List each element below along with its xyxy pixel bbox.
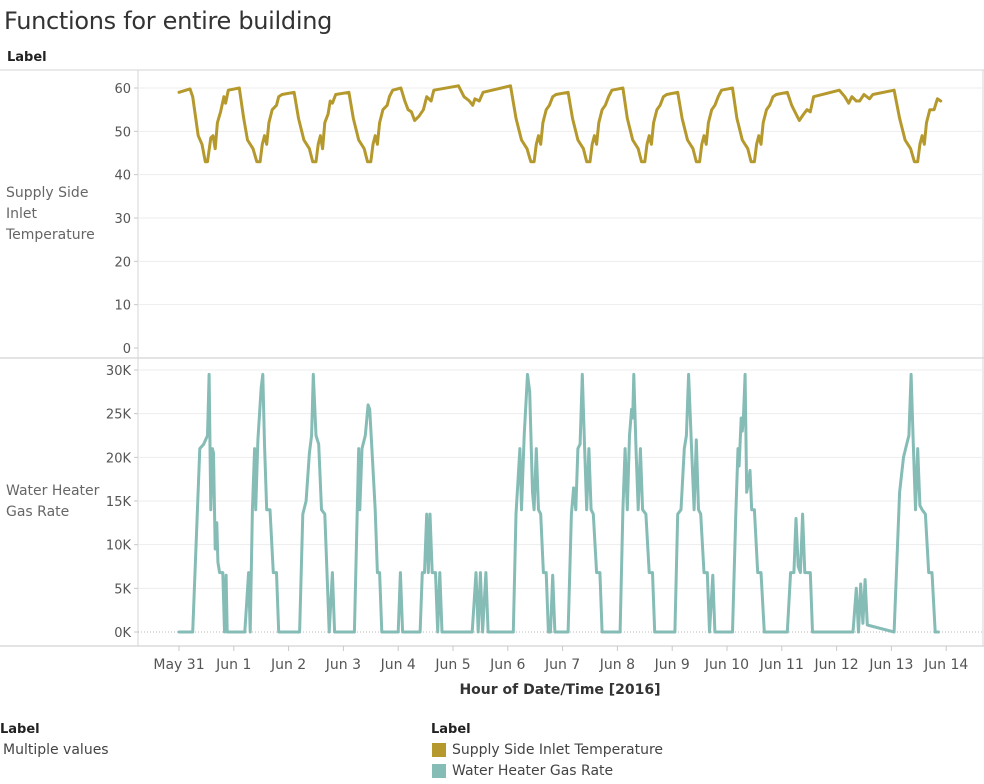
y-tick-label: 30K [106, 364, 132, 379]
row-label-line: Water Heater [6, 483, 100, 499]
y-tick-label: 15K [106, 495, 132, 510]
y-tick-label: 50 [114, 125, 131, 140]
y-tick-label: 20 [114, 255, 131, 270]
y-tick-label: 10K [106, 539, 132, 554]
x-tick-label: Jun 10 [704, 657, 749, 673]
filter-title: Label [0, 722, 40, 737]
series-line [177, 372, 940, 634]
row-label-line: Gas Rate [6, 504, 70, 520]
legend-swatch-gas-rate[interactable] [432, 764, 446, 778]
y-tick-label: 25K [106, 408, 132, 423]
row-label-supply-temp: Supply Side Inlet Temperature [6, 183, 95, 246]
legend-title: Label [431, 722, 471, 737]
x-tick-label: Jun 5 [434, 657, 470, 673]
legend-item-gas-rate[interactable]: Water Heater Gas Rate [452, 763, 614, 779]
row-label-line: Inlet [6, 206, 37, 222]
legend-item-supply-temp[interactable]: Supply Side Inlet Temperature [452, 742, 664, 758]
y-tick-label: 40 [114, 169, 131, 184]
x-tick-label: Jun 2 [270, 657, 306, 673]
y-tick-label: 60 [114, 82, 131, 97]
y-tick-label: 5K [114, 582, 131, 597]
y-tick-label: 10 [114, 299, 131, 314]
x-tick-label: Jun 11 [759, 657, 804, 673]
y-tick-label: 20K [106, 451, 132, 466]
x-tick-label: Jun 4 [380, 657, 416, 673]
x-tick-label: Jun 3 [325, 657, 361, 673]
x-tick-label: Jun 14 [923, 657, 968, 673]
filter-value[interactable]: Multiple values [3, 742, 109, 758]
x-tick-label: Jun 12 [814, 657, 859, 673]
x-tick-label: Jun 13 [868, 657, 913, 673]
x-tick-label: Jun 9 [654, 657, 690, 673]
y-tick-label: 30 [114, 212, 131, 227]
row-label-line: Supply Side [6, 185, 89, 201]
row-label-gas-rate: Water Heater Gas Rate [6, 481, 99, 523]
y-tick-label: 0K [114, 626, 131, 641]
row-label-line: Temperature [6, 227, 95, 243]
legend-swatch-supply-temp[interactable] [432, 743, 446, 757]
x-tick-label: Jun 7 [544, 657, 580, 673]
y-tick-label: 0 [123, 342, 131, 357]
x-tick-label: Jun 6 [489, 657, 525, 673]
chart-title: Functions for entire building [4, 7, 333, 35]
x-axis-title: Hour of Date/Time [2016] [459, 682, 661, 698]
row-header-label: Label [7, 50, 47, 65]
x-tick-label: May 31 [153, 657, 204, 673]
x-tick-label: Jun 8 [599, 657, 635, 673]
series-line [177, 84, 943, 164]
x-tick-label: Jun 1 [215, 657, 251, 673]
